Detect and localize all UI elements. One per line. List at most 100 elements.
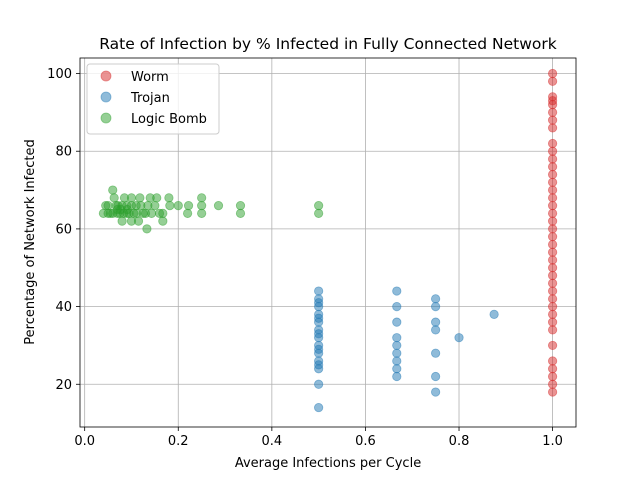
- logic-bomb-point: [158, 216, 168, 226]
- worm-point: [548, 193, 558, 203]
- worm-point: [548, 309, 558, 319]
- worm-point: [548, 76, 558, 86]
- trojan-point: [392, 340, 402, 351]
- x-tick-label: 0.0: [74, 434, 95, 449]
- worm-point: [548, 247, 558, 257]
- logic-bomb-point: [197, 201, 207, 211]
- worm-point: [548, 177, 558, 187]
- y-axis-label: Percentage of Network Infected: [23, 139, 38, 344]
- trojan-point: [431, 294, 441, 304]
- worm-point: [548, 364, 558, 374]
- worm-point: [548, 232, 558, 242]
- trojan-point: [314, 301, 324, 312]
- trojan-point: [314, 333, 324, 343]
- x-tick-label: 0.4: [262, 434, 283, 449]
- worm-point: [548, 255, 558, 265]
- trojan-point: [314, 317, 324, 327]
- legend-marker-logic-bomb: [100, 112, 112, 124]
- trojan-point: [392, 317, 402, 327]
- logic-bomb-point: [135, 193, 145, 203]
- y-tick-label: 80: [55, 145, 72, 160]
- trojan-point: [431, 387, 441, 397]
- worm-point: [548, 340, 558, 351]
- worm-point: [548, 379, 558, 389]
- y-tick-label: 20: [55, 378, 72, 393]
- chart-title: Rate of Infection by % Infected in Fully…: [99, 35, 557, 53]
- logic-bomb-point: [108, 185, 118, 195]
- trojan-point: [314, 379, 324, 389]
- worm-point: [548, 263, 558, 273]
- trojan-point: [392, 333, 402, 343]
- trojan-point: [489, 309, 499, 319]
- worm-point: [548, 107, 558, 117]
- worm-point: [548, 216, 558, 226]
- worm-point: [548, 278, 558, 288]
- worm-point: [548, 115, 558, 125]
- trojan-point: [431, 348, 441, 358]
- logic-bomb-point: [109, 193, 119, 203]
- logic-bomb-point: [103, 201, 113, 211]
- y-tick-label: 100: [47, 67, 72, 82]
- worm-point: [548, 100, 558, 110]
- logic-bomb-point: [165, 201, 175, 211]
- series-logic-bomb: [98, 185, 324, 234]
- trojan-point: [392, 371, 402, 382]
- worm-point: [548, 294, 558, 304]
- worm-point: [548, 301, 558, 312]
- logic-bomb-point: [117, 216, 127, 226]
- logic-bomb-point: [173, 201, 183, 211]
- trojan-point: [392, 301, 402, 312]
- trojan-point: [454, 333, 464, 343]
- worm-point: [548, 224, 558, 234]
- series-trojan: [314, 286, 499, 413]
- worm-point: [548, 286, 558, 296]
- trojan-point: [431, 325, 441, 335]
- logic-bomb-point: [235, 201, 246, 211]
- logic-bomb-point: [314, 201, 324, 211]
- worm-point: [548, 371, 558, 382]
- worm-point: [548, 201, 558, 211]
- trojan-point: [431, 301, 441, 312]
- y-tick-label: 40: [55, 300, 72, 315]
- worm-point: [548, 146, 558, 156]
- trojan-point: [431, 371, 441, 382]
- plot-frame: [79, 57, 577, 428]
- worm-point: [548, 185, 558, 195]
- logic-bomb-point: [197, 193, 207, 203]
- trojan-point: [392, 364, 402, 374]
- logic-bomb-point: [197, 208, 207, 218]
- x-tick-label: 0.6: [355, 434, 376, 449]
- worm-point: [548, 270, 558, 281]
- trojan-point: [392, 348, 402, 358]
- x-axis-label: Average Infections per Cycle: [235, 456, 421, 471]
- trojan-point: [314, 364, 324, 374]
- logic-bomb-point: [183, 208, 193, 218]
- legend-box: [86, 63, 220, 135]
- logic-bomb-point: [164, 193, 174, 203]
- x-tick-label: 1.0: [542, 434, 563, 449]
- worm-point: [548, 169, 558, 180]
- worm-point: [548, 208, 558, 218]
- legend-marker-trojan: [100, 91, 112, 103]
- logic-bomb-point: [142, 224, 152, 234]
- trojan-point: [314, 286, 324, 296]
- logic-bomb-point: [213, 201, 224, 211]
- data-points: [98, 68, 558, 413]
- logic-bomb-point: [183, 201, 194, 211]
- worm-point: [548, 387, 558, 397]
- trojan-point: [314, 402, 324, 413]
- logic-bomb-point: [235, 208, 246, 218]
- x-tick-label: 0.2: [168, 434, 189, 449]
- worm-point: [548, 317, 558, 327]
- worm-point: [548, 138, 558, 149]
- worm-point: [548, 123, 558, 133]
- worm-point: [548, 154, 558, 164]
- worm-point: [548, 162, 558, 172]
- legend-label-logic-bomb: Logic Bomb: [131, 112, 207, 127]
- worm-point: [548, 68, 558, 79]
- axes: [79, 57, 577, 428]
- legend-label-trojan: Trojan: [130, 91, 170, 106]
- series-worm: [548, 68, 558, 397]
- legend: Worm Trojan Logic Bomb: [86, 63, 220, 135]
